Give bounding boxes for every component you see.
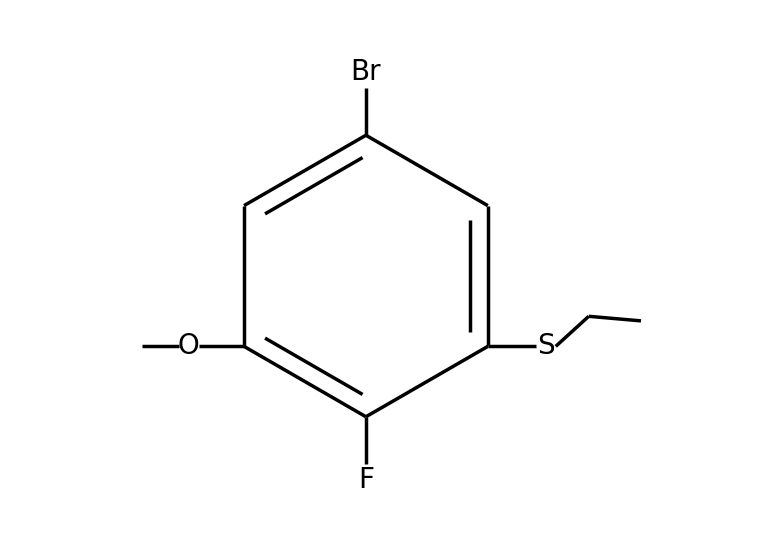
Text: F: F: [358, 466, 374, 495]
Text: O: O: [178, 332, 199, 360]
Text: S: S: [537, 332, 555, 360]
Text: Br: Br: [351, 57, 381, 86]
